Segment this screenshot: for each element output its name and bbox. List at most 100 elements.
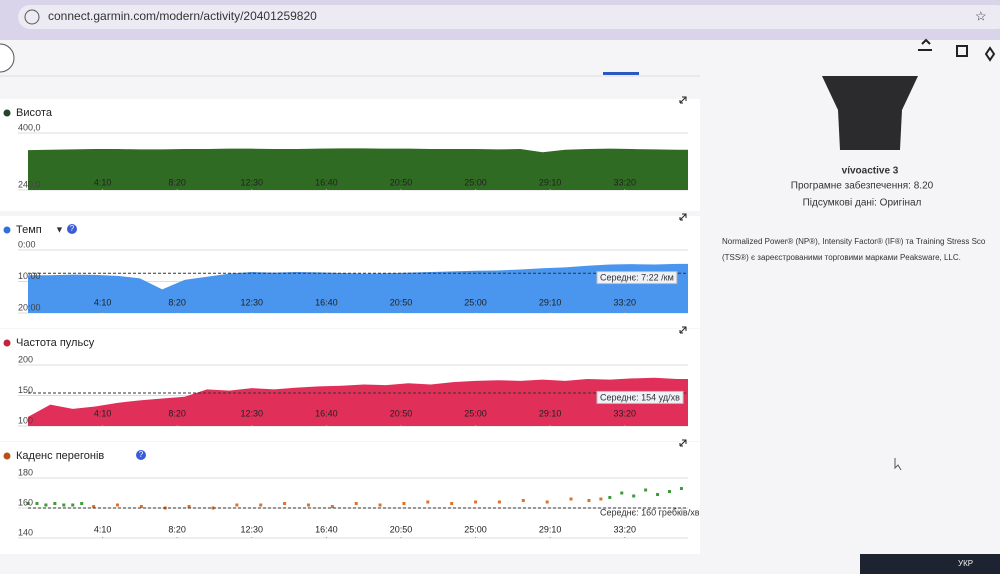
cadence-point bbox=[378, 503, 382, 507]
x-tick-label: 29:10 bbox=[539, 408, 562, 418]
notice-line: (TSS®) є зареєстрованими торговими марка… bbox=[722, 253, 961, 262]
cadence-point bbox=[656, 493, 660, 496]
cadence-point bbox=[402, 502, 406, 505]
x-tick-label: 4:10 bbox=[94, 408, 112, 418]
expand-icon[interactable] bbox=[679, 326, 687, 334]
x-tick-label: 16:40 bbox=[315, 408, 338, 418]
x-tick-label: 8:20 bbox=[168, 177, 186, 187]
cadence-point bbox=[474, 500, 478, 504]
cadence-point bbox=[450, 502, 454, 505]
x-tick-label: 16:40 bbox=[315, 297, 338, 307]
x-tick-label: 33:20 bbox=[613, 524, 636, 534]
cadence-point bbox=[211, 506, 215, 510]
x-tick-label: 8:20 bbox=[168, 524, 186, 534]
cadence-point bbox=[187, 505, 191, 508]
legend-dot bbox=[3, 339, 11, 347]
y-tick-label: 150 bbox=[18, 385, 33, 395]
x-tick-label: 12:30 bbox=[241, 408, 264, 418]
help-icon-mark: ? bbox=[139, 450, 144, 459]
help-icon-mark: ? bbox=[70, 224, 75, 233]
tab-indicator bbox=[603, 72, 639, 75]
x-tick-label: 33:20 bbox=[613, 177, 636, 187]
help-icon[interactable] bbox=[67, 224, 77, 234]
x-tick-label: 29:10 bbox=[539, 524, 562, 534]
cadence-point bbox=[644, 488, 648, 492]
cadence-point bbox=[587, 499, 591, 502]
cadence-point bbox=[521, 499, 525, 502]
y-tick-label: 0:00 bbox=[18, 239, 36, 249]
chart-title: Темп bbox=[16, 224, 42, 236]
expand-icon[interactable] bbox=[679, 96, 687, 104]
x-tick-label: 29:10 bbox=[539, 297, 562, 307]
cadence-point bbox=[139, 505, 143, 508]
x-tick-label: 33:20 bbox=[613, 297, 636, 307]
cadence-point bbox=[235, 503, 239, 507]
y-tick-label: 200 bbox=[18, 354, 33, 364]
cadence-point bbox=[545, 500, 549, 504]
x-tick-label: 20:50 bbox=[390, 524, 413, 534]
site-info-icon[interactable] bbox=[24, 9, 40, 25]
dropdown-arrow[interactable]: ▼ bbox=[55, 224, 64, 234]
area bbox=[28, 377, 688, 426]
x-tick-label: 12:30 bbox=[241, 297, 264, 307]
legend-dot bbox=[3, 109, 11, 117]
y-tick-label: 20:00 bbox=[18, 302, 41, 312]
x-tick-label: 4:10 bbox=[94, 297, 112, 307]
cadence-point bbox=[62, 503, 66, 507]
help-icon[interactable] bbox=[136, 450, 146, 460]
area bbox=[28, 263, 688, 313]
expand-icon[interactable] bbox=[679, 213, 687, 221]
legend-dot bbox=[3, 452, 11, 460]
y-tick-label: 100 bbox=[18, 415, 33, 425]
watch-image bbox=[822, 76, 918, 150]
average-label: Середнє: 154 уд/хв bbox=[600, 392, 680, 402]
language-indicator[interactable]: УКР bbox=[958, 559, 973, 568]
nav-button[interactable] bbox=[0, 43, 15, 73]
cadence-point bbox=[53, 502, 57, 505]
cadence-point bbox=[426, 500, 430, 504]
url: connect.garmin.com/modern/activity/20401… bbox=[48, 9, 317, 23]
cadence-point bbox=[26, 502, 30, 505]
cadence-point bbox=[283, 502, 287, 505]
average-label-box bbox=[596, 271, 678, 285]
expand-icon[interactable] bbox=[679, 439, 687, 447]
cadence-point bbox=[599, 497, 603, 501]
average-label: Середнє: 160 гребків/хв bbox=[600, 507, 700, 517]
cadence-point bbox=[569, 497, 573, 501]
cadence-point bbox=[116, 503, 120, 507]
chart-title: Частота пульсу bbox=[16, 337, 95, 349]
x-tick-label: 12:30 bbox=[241, 177, 264, 187]
y-tick-label: 160 bbox=[18, 497, 33, 507]
device-name: vívoactive 3 bbox=[842, 166, 899, 177]
taskbar bbox=[860, 554, 1000, 574]
x-tick-label: 16:40 bbox=[315, 524, 338, 534]
y-tick-label: 10:00 bbox=[18, 271, 41, 281]
cadence-point bbox=[497, 500, 501, 504]
x-tick-label: 4:10 bbox=[94, 524, 112, 534]
address-field[interactable] bbox=[18, 5, 1000, 29]
cadence-point bbox=[679, 487, 683, 490]
x-tick-label: 25:00 bbox=[464, 524, 487, 534]
x-tick-label: 20:50 bbox=[390, 297, 413, 307]
chart-panel bbox=[0, 442, 700, 554]
mouse-cursor bbox=[894, 458, 902, 471]
x-tick-label: 20:50 bbox=[390, 177, 413, 187]
x-tick-label: 25:00 bbox=[464, 297, 487, 307]
cadence-point bbox=[306, 503, 310, 507]
x-tick-label: 12:30 bbox=[241, 524, 264, 534]
cadence-point bbox=[620, 491, 624, 495]
x-tick-label: 8:20 bbox=[168, 408, 186, 418]
toolbar-icons[interactable] bbox=[918, 38, 996, 62]
cadence-point bbox=[668, 490, 672, 493]
cadence-point bbox=[71, 503, 75, 507]
device-software: Програмне забезпечення: 8.20 bbox=[791, 180, 934, 192]
y-tick-label: 400,0 bbox=[18, 122, 41, 132]
x-tick-label: 8:20 bbox=[168, 297, 186, 307]
bookmark-star[interactable]: ☆ bbox=[975, 8, 987, 23]
x-tick-label: 33:20 bbox=[613, 408, 636, 418]
cadence-point bbox=[608, 496, 612, 499]
cadence-point bbox=[35, 502, 39, 505]
x-tick-label: 4:10 bbox=[94, 177, 112, 187]
